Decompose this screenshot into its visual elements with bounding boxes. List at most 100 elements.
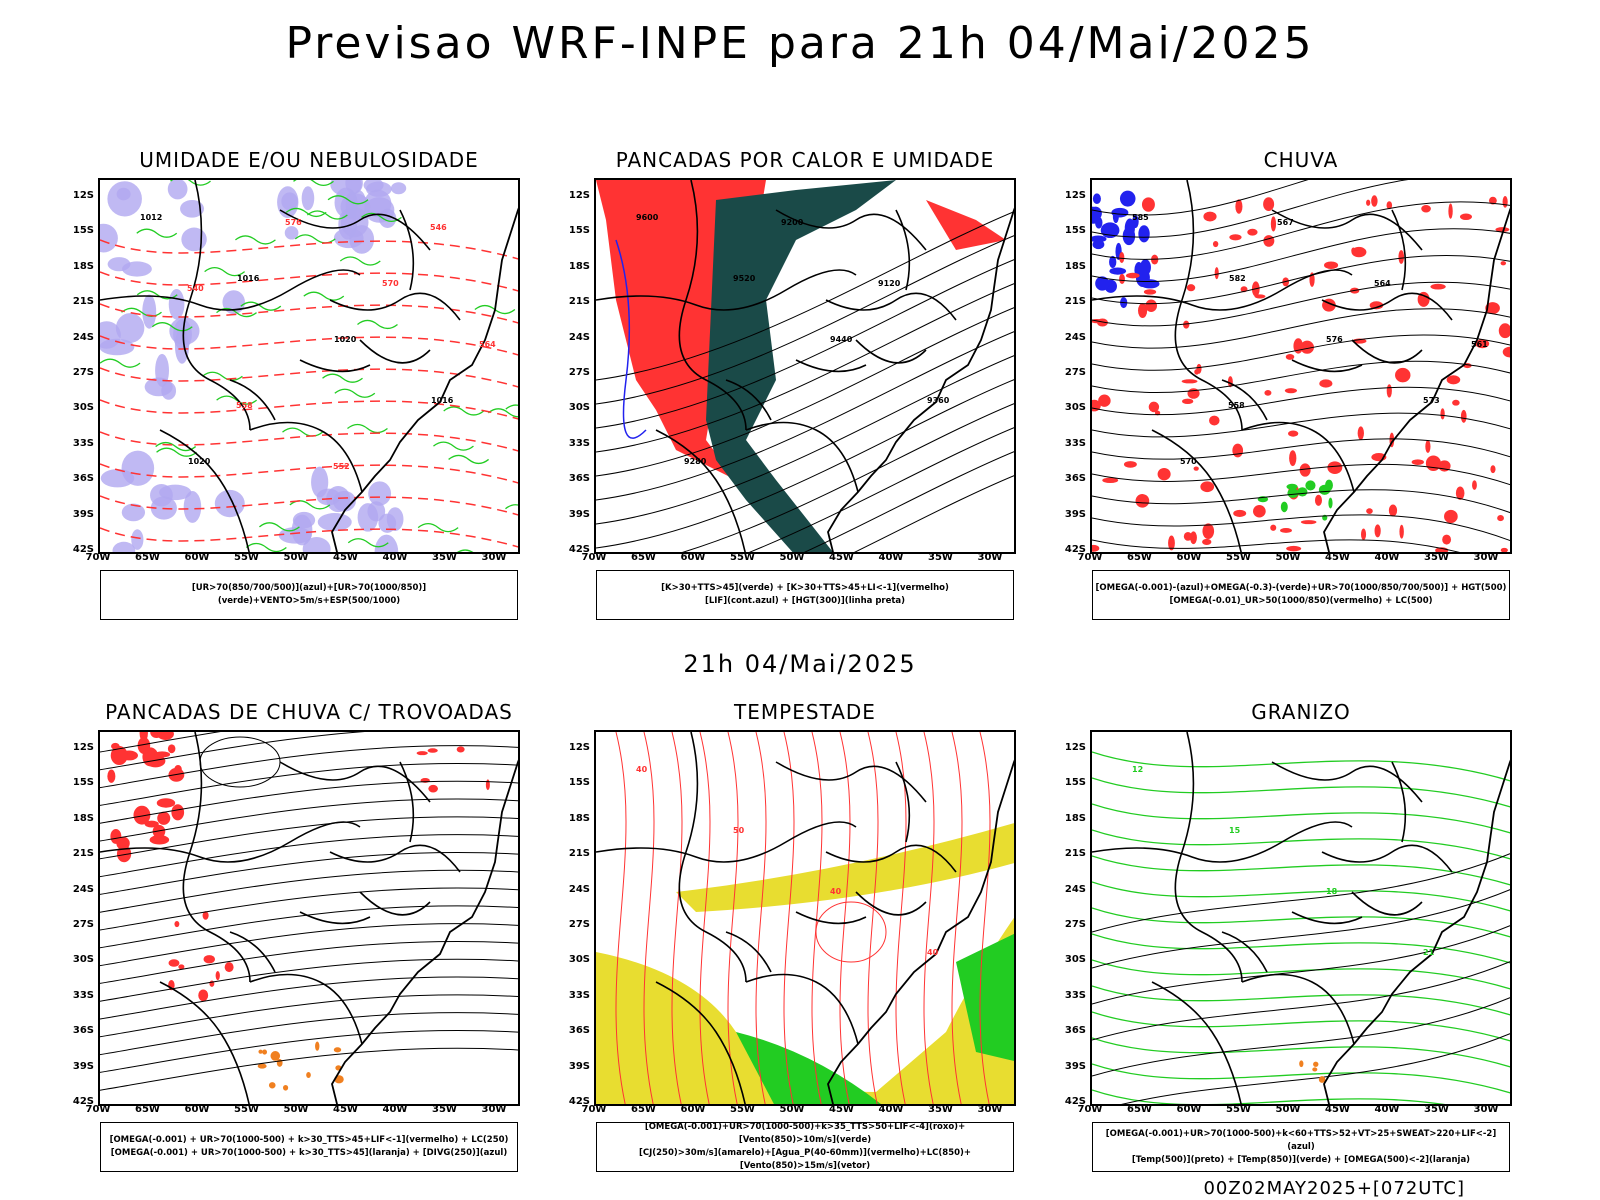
rain-fill xyxy=(1472,480,1477,490)
latitude-tick-label: 24S xyxy=(1064,883,1086,895)
latitude-tick-label: 39S xyxy=(72,508,94,520)
rain-fill xyxy=(1154,410,1161,416)
contour-label: 558 xyxy=(236,401,253,410)
longitude-tick-label: 65W xyxy=(135,552,160,563)
omega-fill xyxy=(1095,276,1110,291)
border-line xyxy=(745,421,859,493)
longitude-tick-label: 30W xyxy=(1473,1104,1499,1115)
border-line xyxy=(249,421,363,493)
latitude-tick-label: 21S xyxy=(72,848,94,860)
map-canvas: 1012 1016 1020 1016 1020 576 570 564 558 552 546 54… xyxy=(100,180,518,552)
latitude-tick-label: 12S xyxy=(1064,190,1086,201)
omega-strong-fill xyxy=(1305,480,1316,491)
latitude-tick-label: 30S xyxy=(568,402,590,414)
rain-fill xyxy=(1203,211,1217,222)
hgt-contour xyxy=(803,451,1014,552)
border-line xyxy=(359,339,431,364)
omega-strong-fill xyxy=(1287,488,1299,498)
humidity-fill xyxy=(115,313,145,343)
humidity-fill xyxy=(100,469,135,488)
border-line xyxy=(1391,209,1407,291)
rain-fill xyxy=(1193,466,1199,471)
omega-fill xyxy=(1112,210,1119,224)
rain-fill xyxy=(1425,455,1441,471)
rain-fill xyxy=(1369,301,1384,310)
latitude-tick-label: 21S xyxy=(1064,848,1086,860)
longitude-tick-label: 60W xyxy=(680,552,706,563)
longitude-tick-label: 55W xyxy=(1226,552,1251,563)
hgt-contour xyxy=(596,379,1014,549)
longitude-tick-label: 70W xyxy=(581,552,607,563)
thickness-contour xyxy=(100,335,518,356)
humidity-contour xyxy=(202,371,243,381)
rain-fill xyxy=(1181,398,1194,405)
border-line xyxy=(596,821,857,863)
latitude-tick-label: 30S xyxy=(1064,954,1086,966)
latitude-tick-label: 36S xyxy=(568,473,590,485)
rain-fill xyxy=(1360,528,1367,541)
map-canvas: 9600 9520 9440 9360 9280 9200 9120 xyxy=(596,180,1014,552)
legend-line: [LIF](cont.azul) + [HGT(300)](linha pret… xyxy=(704,596,906,606)
latitude-tick-label: 18S xyxy=(568,812,590,824)
humidity-contour xyxy=(216,395,258,405)
map-panel-granizo: 12 15 18 21 xyxy=(1090,730,1512,1106)
rain-fill xyxy=(1475,339,1490,349)
rain-fill xyxy=(1200,481,1215,493)
contour-label: 9520 xyxy=(733,274,756,283)
latitude-tick-label: 33S xyxy=(568,989,590,1001)
humidity-fill xyxy=(349,225,375,254)
border-line xyxy=(1151,981,1242,1104)
temp850-contour xyxy=(1092,829,1510,860)
coastline xyxy=(827,207,1014,552)
humidity-contour xyxy=(448,454,490,465)
coastline xyxy=(1323,207,1510,552)
latitude-tick-label: 12S xyxy=(568,190,590,201)
contour-label: 1020 xyxy=(334,335,357,344)
border-line xyxy=(329,292,461,321)
storm-fill xyxy=(224,962,234,973)
omega-strong-fill xyxy=(1286,483,1298,490)
border-line xyxy=(299,911,371,925)
contour-label: 9440 xyxy=(830,335,853,344)
longitude-tick-label: 45W xyxy=(829,552,854,563)
rain-fill xyxy=(1399,524,1404,539)
rain-fill xyxy=(1253,505,1266,518)
contour-label: 1020 xyxy=(188,457,211,466)
border-line xyxy=(359,891,431,916)
panel-title: CHUVA xyxy=(1263,148,1339,172)
rain-fill xyxy=(1371,195,1378,207)
humidity-contour xyxy=(170,180,211,186)
latitude-tick-label: 27S xyxy=(72,367,94,378)
humidity-contour xyxy=(347,538,389,548)
rain-fill xyxy=(1148,401,1160,413)
rain-fill xyxy=(1141,197,1155,212)
humidity-contour xyxy=(136,228,178,238)
longitude-tick-label: 35W xyxy=(432,1104,457,1115)
humidity-fill xyxy=(181,227,207,252)
border-line xyxy=(1241,421,1355,493)
legend-line: [K>30+TTS>45](verde) + [K>30+TTS>45+LI<-… xyxy=(661,583,949,593)
border-line xyxy=(795,359,867,373)
latitude-tick-label: 42S xyxy=(1064,544,1086,555)
humidity-contour xyxy=(155,441,197,452)
rain-fill xyxy=(1446,375,1461,385)
storm-orange-fill xyxy=(282,1084,289,1091)
storm-orange-fill xyxy=(333,1047,342,1053)
latitude-tick-label: 39S xyxy=(1064,1060,1086,1072)
latitude-tick-label: 42S xyxy=(1064,1096,1086,1107)
contour-label: 576 xyxy=(285,218,302,227)
border-line xyxy=(249,973,363,1045)
border-line xyxy=(1151,429,1242,552)
contour-label: 540 xyxy=(187,284,204,293)
contour-label: 50 xyxy=(733,826,745,835)
streamline xyxy=(100,732,221,753)
longitude-tick-label: 30W xyxy=(481,1104,507,1115)
latitude-tick-label: 21S xyxy=(1064,296,1086,308)
humidity-fill xyxy=(330,180,362,197)
streamline xyxy=(100,762,518,806)
latitude-tick-label: 21S xyxy=(568,296,590,308)
omega500-fill xyxy=(1312,1067,1318,1072)
border-line xyxy=(399,761,415,843)
water-contour xyxy=(615,732,627,1104)
hgt500-contour xyxy=(1092,489,1510,514)
